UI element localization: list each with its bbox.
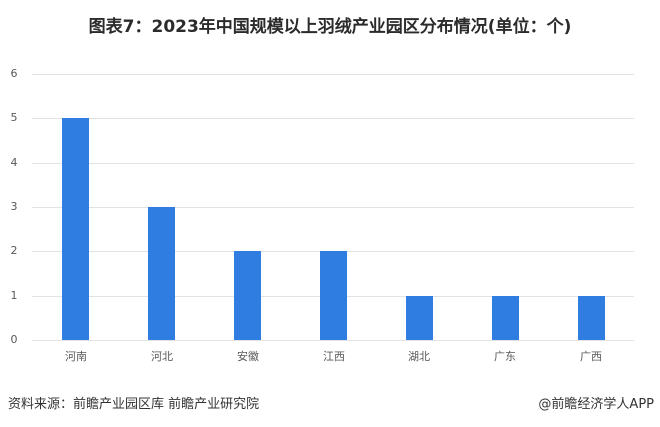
x-axis-tick-label: 河北 xyxy=(151,350,173,363)
bar-江西 xyxy=(320,251,347,340)
x-axis-tick-label: 湖北 xyxy=(408,350,430,363)
x-axis-tick-label: 安徽 xyxy=(237,350,259,363)
y-axis-tick-label: 2 xyxy=(10,244,18,257)
bar-chart-plot-area: 0 1 2 3 4 5 6 河南 河北 安徽 江西 湖北 广东 广西 xyxy=(10,67,634,363)
gridline xyxy=(32,340,634,341)
y-axis-tick-label: 5 xyxy=(10,111,18,124)
y-axis-tick-label: 0 xyxy=(10,333,18,346)
x-axis-tick-label: 广东 xyxy=(494,350,516,363)
bar-广西 xyxy=(578,296,605,340)
gridline xyxy=(32,207,634,208)
bar-广东 xyxy=(492,296,519,340)
bar-安徽 xyxy=(234,251,261,340)
bar-河南 xyxy=(62,118,89,340)
gridline xyxy=(32,74,634,75)
gridline xyxy=(32,163,634,164)
y-axis-tick-label: 3 xyxy=(10,200,18,213)
x-axis-tick-label: 广西 xyxy=(580,350,602,363)
y-axis-tick-label: 4 xyxy=(10,156,18,169)
y-axis-tick-label: 6 xyxy=(10,67,18,80)
source-note: 资料来源：前瞻产业园区库 前瞻产业研究院 xyxy=(8,397,260,412)
brand-watermark: @前瞻经济学人APP xyxy=(538,397,654,412)
chart-title: 图表7：2023年中国规模以上羽绒产业园区分布情况(单位：个) xyxy=(88,17,572,37)
bar-河北 xyxy=(148,207,175,340)
y-axis-tick-label: 1 xyxy=(10,289,18,302)
x-axis-tick-label: 江西 xyxy=(323,350,345,363)
gridline xyxy=(32,118,634,119)
bar-湖北 xyxy=(406,296,433,340)
x-axis-tick-label: 河南 xyxy=(65,350,87,363)
